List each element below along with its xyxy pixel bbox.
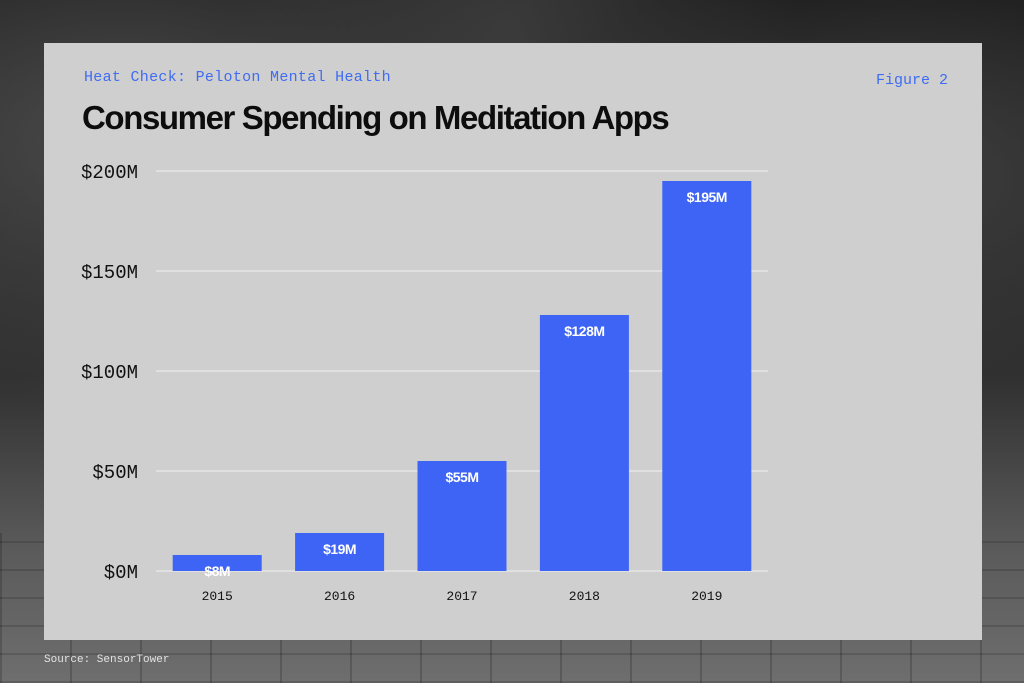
y-tick-label: $0M [104,562,138,584]
x-tick-label: 2018 [569,589,600,604]
series-kicker: Heat Check: Peloton Mental Health [84,69,391,86]
y-axis-ticks: $0M $50M $100M $150M $200M [81,162,138,584]
chart-card: Heat Check: Peloton Mental Health Figure… [44,43,982,640]
data-label: $55M [445,469,478,485]
data-labels: $8M $19M $55M $128M $195M [204,189,727,579]
bar-2018 [539,315,629,571]
bar-2017 [417,461,507,571]
x-tick-label: 2015 [202,589,233,604]
bar-2019 [662,181,752,571]
y-tick-label: $100M [81,362,138,384]
bar-2015 [172,555,262,571]
data-label: $128M [564,323,604,339]
data-label: $19M [323,541,356,557]
x-tick-label: 2017 [446,589,477,604]
x-axis-ticks: 2015 2016 2017 2018 2019 [202,589,723,604]
source-note: Source: SensorTower [44,654,170,666]
data-label: $195M [687,189,727,205]
chart-title: Consumer Spending on Meditation Apps [82,99,670,136]
bars [172,181,752,571]
x-tick-label: 2019 [691,589,722,604]
data-label: $8M [204,563,230,579]
bar-2016 [295,533,385,571]
y-tick-label: $50M [92,462,138,484]
y-tick-label: $200M [81,162,138,184]
bar-chart: $0M$50M$100M$150M$200M $8M$19M$55M$128M$… [81,162,768,604]
figure-label: Figure 2 [875,72,948,89]
x-tick-label: 2016 [324,589,355,604]
y-tick-label: $150M [81,262,138,284]
